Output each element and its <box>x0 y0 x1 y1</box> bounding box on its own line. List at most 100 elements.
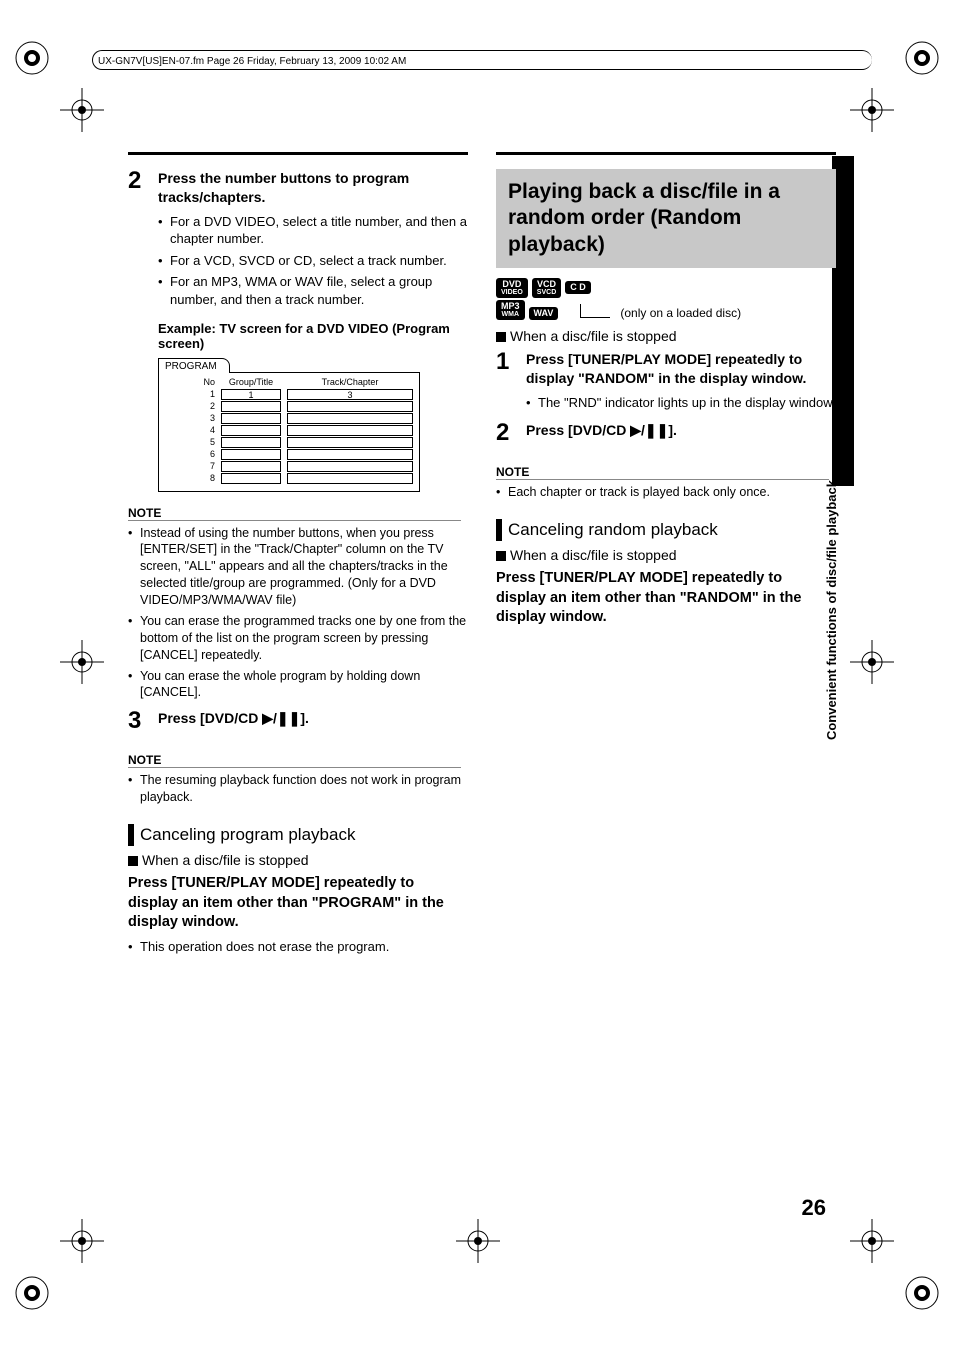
crosshair-tr <box>850 88 894 132</box>
col-track-chapter: Track/Chapter <box>287 377 413 387</box>
step-title-pre: Press [DVD/CD <box>158 710 262 726</box>
row-num: 2 <box>165 401 215 411</box>
row-num: 8 <box>165 473 215 483</box>
page-number: 26 <box>802 1195 826 1221</box>
sub-heading: Canceling random playback <box>496 519 836 541</box>
crosshair-bl <box>60 1219 104 1263</box>
step-title: Press the number buttons to program trac… <box>158 169 468 207</box>
cell <box>221 425 281 436</box>
left-step-2: 2 Press the number buttons to program tr… <box>128 169 468 313</box>
format-badges-row1: DVDVIDEO VCDSVCD C D <box>496 278 836 298</box>
sub-heading: Canceling program playback <box>128 824 468 846</box>
condition: When a disc/file is stopped <box>496 547 836 563</box>
section-title: Playing back a disc/file in a random ord… <box>508 179 824 258</box>
cell <box>287 449 413 460</box>
badge-mp3: MP3WMA <box>496 300 525 320</box>
cell <box>221 401 281 412</box>
right-step-1: 1 Press [TUNER/PLAY MODE] repeatedly to … <box>496 350 836 415</box>
crosshair-br <box>850 1219 894 1263</box>
condition-text: When a disc/file is stopped <box>510 547 677 563</box>
note-heading: NOTE <box>128 753 181 768</box>
bullet: For an MP3, WMA or WAV file, select a gr… <box>158 273 468 308</box>
cell <box>287 413 413 424</box>
row-num: 6 <box>165 449 215 459</box>
step-number: 3 <box>128 709 148 733</box>
col-no: No <box>165 377 215 387</box>
note-item: You can erase the programmed tracks one … <box>128 613 468 664</box>
reg-mark-bl <box>14 1275 50 1311</box>
badge-dvd: DVDVIDEO <box>496 278 528 298</box>
program-tab: PROGRAM <box>158 358 230 373</box>
row-num: 7 <box>165 461 215 471</box>
bullet: For a VCD, SVCD or CD, select a track nu… <box>158 252 468 270</box>
step-title: Press [DVD/CD ▶/❚❚]. <box>526 421 836 440</box>
condition-text: When a disc/file is stopped <box>510 328 677 344</box>
crosshair-tl <box>60 88 104 132</box>
right-step-2: 2 Press [DVD/CD ▶/❚❚]. <box>496 421 836 445</box>
crosshair-ml <box>60 640 104 684</box>
note-heading: NOTE <box>128 506 181 521</box>
cell: 3 <box>287 389 413 400</box>
right-column: Playing back a disc/file in a random ord… <box>496 152 836 958</box>
step-title-post: ]. <box>668 422 677 438</box>
cell <box>287 437 413 448</box>
condition: When a disc/file is stopped <box>496 328 836 344</box>
cell: 1 <box>221 389 281 400</box>
instruction: Press [TUNER/PLAY MODE] repeatedly to di… <box>496 569 836 628</box>
reg-mark-br <box>904 1275 940 1311</box>
step-number: 2 <box>496 421 516 445</box>
bullet: The "RND" indicator lights up in the dis… <box>526 394 836 412</box>
cell <box>221 461 281 472</box>
cell <box>221 437 281 448</box>
note-item: Instead of using the number buttons, whe… <box>128 525 468 609</box>
square-icon <box>496 332 506 342</box>
badge-vcd: VCDSVCD <box>532 278 561 298</box>
col-rule <box>128 152 468 155</box>
col-group-title: Group/Title <box>221 377 281 387</box>
reg-mark-tr <box>904 40 940 76</box>
cell <box>221 413 281 424</box>
note-item: The resuming playback function does not … <box>128 772 468 806</box>
connector-line <box>580 304 610 318</box>
cell <box>221 473 281 484</box>
cell <box>287 473 413 484</box>
section-heading-box: Playing back a disc/file in a random ord… <box>496 169 836 268</box>
cell <box>221 449 281 460</box>
bullet: For a DVD VIDEO, select a title number, … <box>158 213 468 248</box>
program-screen: PROGRAM No Group/Title Track/Chapter 113… <box>158 357 420 492</box>
square-icon <box>128 856 138 866</box>
format-badges-row2: MP3WMA WAV (only on a loaded disc) <box>496 300 836 320</box>
reg-mark-tl <box>14 40 50 76</box>
step-title: Press [DVD/CD ▶/❚❚]. <box>158 709 468 728</box>
plain-note: This operation does not erase the progra… <box>128 939 468 954</box>
badge-cd: C D <box>565 281 591 294</box>
badge-wav: WAV <box>529 307 559 320</box>
sub-heading-text: Canceling random playback <box>508 520 718 540</box>
heading-bar-icon <box>128 824 134 846</box>
row-num: 1 <box>165 389 215 399</box>
col-rule <box>496 152 836 155</box>
header-text: UX-GN7V[US]EN-07.fm Page 26 Friday, Febr… <box>98 56 406 67</box>
square-icon <box>496 551 506 561</box>
condition: When a disc/file is stopped <box>128 852 468 868</box>
note-item: You can erase the whole program by holdi… <box>128 668 468 702</box>
play-pause-icon: ▶/❚❚ <box>630 422 668 438</box>
row-num: 3 <box>165 413 215 423</box>
step-number: 1 <box>496 350 516 415</box>
step-number: 2 <box>128 169 148 313</box>
instruction: Press [TUNER/PLAY MODE] repeatedly to di… <box>128 874 468 933</box>
row-num: 4 <box>165 425 215 435</box>
cell <box>287 461 413 472</box>
condition-text: When a disc/file is stopped <box>142 852 309 868</box>
content: 2 Press the number buttons to program tr… <box>128 152 838 958</box>
step-title-pre: Press [DVD/CD <box>526 422 630 438</box>
cell <box>287 401 413 412</box>
left-step-3: 3 Press [DVD/CD ▶/❚❚]. <box>128 709 468 733</box>
example-label: Example: TV screen for a DVD VIDEO (Prog… <box>158 321 468 351</box>
step-title: Press [TUNER/PLAY MODE] repeatedly to di… <box>526 350 836 388</box>
crosshair-bc <box>456 1219 500 1263</box>
note-heading: NOTE <box>496 465 549 480</box>
badge-note: (only on a loaded disc) <box>620 306 741 320</box>
left-column: 2 Press the number buttons to program tr… <box>128 152 468 958</box>
row-num: 5 <box>165 437 215 447</box>
